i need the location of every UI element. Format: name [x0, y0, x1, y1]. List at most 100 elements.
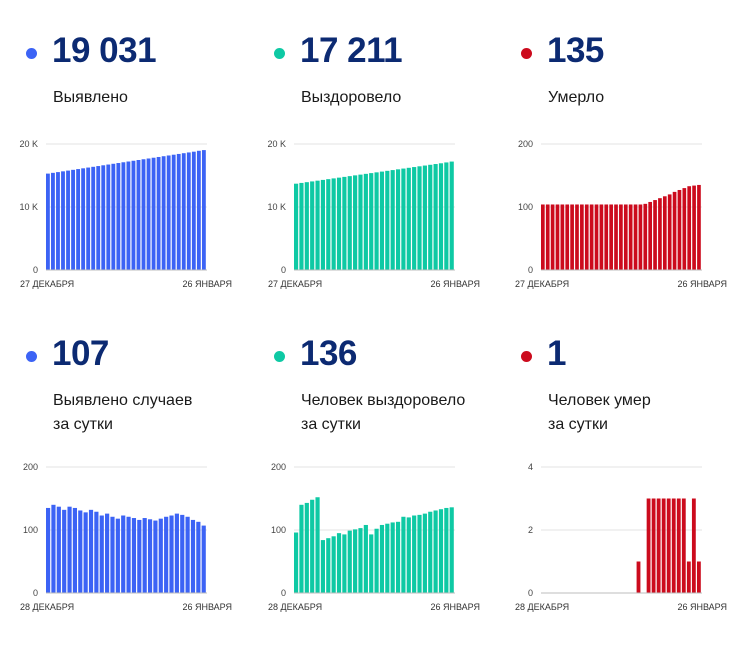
bar [147, 519, 153, 593]
x-start-label: 28 ДЕКАБРЯ [20, 602, 74, 612]
bar [66, 170, 70, 270]
bar [444, 507, 449, 593]
bar [46, 507, 51, 593]
x-end-label: 26 ЯНВАРЯ [182, 602, 232, 612]
bar [682, 188, 687, 270]
chart-svg: 0 100 200 28 ДЕКАБРЯ 26 ЯНВАРЯ [20, 462, 232, 612]
x-start-label: 27 ДЕКАБРЯ [268, 279, 322, 289]
bar [656, 498, 661, 593]
bar [51, 504, 56, 593]
bar [126, 516, 131, 593]
x-end-label: 26 ЯНВАРЯ [182, 279, 232, 289]
bar [438, 509, 444, 593]
bar [91, 166, 96, 270]
bar [141, 159, 146, 270]
bar [86, 167, 91, 270]
bar [633, 204, 638, 270]
bar [153, 520, 158, 593]
bar [131, 160, 136, 270]
bar [374, 528, 379, 593]
bar [681, 498, 686, 593]
bar [78, 510, 83, 593]
bar [347, 176, 352, 270]
bar [648, 201, 653, 270]
bar [369, 173, 374, 270]
bar [158, 518, 163, 593]
bar [614, 204, 618, 270]
died-total-caption: Умерло [548, 89, 605, 106]
bar [636, 561, 641, 593]
card-died-daily: 1 Человек умер за сутки 0 2 4 28 ДЕКАБРЯ 26 … [495, 334, 735, 647]
bar [81, 168, 86, 270]
bar [661, 498, 666, 593]
bar [67, 506, 72, 593]
card-recovered-total: 17 211 Выздоровело 0 10 K 20 K 27 ДЕКАБРЯ 26… [248, 31, 488, 344]
stat-row: 1 [495, 334, 735, 377]
y-tick-label: 10 K [267, 202, 286, 212]
bar [151, 157, 156, 270]
card-recovered-daily: 136 Человек выздоровело за сутки 0 100 200… [248, 334, 488, 647]
bar [88, 509, 94, 593]
detected-daily-caption: Выявлено случаев за сутки [53, 389, 243, 437]
bar [433, 510, 438, 593]
bar [417, 166, 422, 270]
recovered-daily-chart: 0 100 200 28 ДЕКАБРЯ 26 ЯНВАРЯ [248, 461, 488, 621]
bar [676, 498, 681, 593]
bar [304, 502, 309, 593]
caption-line: Человек выздоровело [301, 392, 466, 409]
bar [623, 204, 628, 270]
bar [658, 198, 662, 270]
bar [331, 536, 336, 593]
bar [406, 167, 411, 270]
bar [83, 512, 88, 593]
bar [560, 204, 565, 270]
bar [651, 498, 656, 593]
bar [201, 525, 206, 593]
stat-row: 136 [248, 334, 488, 377]
bar [196, 150, 201, 270]
y-tick-label: 0 [33, 588, 38, 598]
bar [672, 191, 677, 270]
recovered-total-value: 17 211 [300, 31, 403, 70]
bar [374, 172, 379, 270]
bar [146, 158, 151, 270]
died-daily-value: 1 [547, 334, 566, 373]
dot-icon [274, 48, 285, 59]
bar [137, 519, 142, 593]
bar [550, 204, 555, 270]
x-start-label: 27 ДЕКАБРЯ [515, 279, 569, 289]
bar [331, 178, 336, 270]
detected-total-value: 19 031 [52, 31, 157, 70]
bar [110, 516, 115, 593]
bar [101, 165, 106, 270]
bar [379, 171, 385, 270]
bar [353, 529, 358, 593]
bar [336, 177, 342, 270]
bar [555, 204, 560, 270]
bar [449, 507, 454, 593]
chart-svg: 0 10 K 20 K 27 ДЕКАБРЯ 26 ЯНВАРЯ [267, 139, 480, 289]
bar [176, 153, 181, 270]
bar [156, 156, 161, 270]
bar [692, 185, 696, 270]
bar [697, 184, 701, 270]
y-tick-label: 100 [23, 525, 38, 535]
y-tick-label: 100 [271, 525, 286, 535]
bar [180, 514, 185, 593]
bar [691, 498, 696, 593]
dot-icon [521, 48, 532, 59]
bar [422, 513, 427, 593]
bar [594, 204, 599, 270]
bar [541, 204, 545, 270]
bar [395, 169, 401, 270]
bar [161, 156, 166, 270]
bar [390, 522, 395, 593]
bar [444, 162, 449, 270]
bar [126, 161, 131, 270]
bar [174, 513, 179, 593]
bar [580, 204, 584, 270]
died-total-value: 135 [547, 31, 604, 70]
bar [406, 517, 411, 593]
bar [61, 171, 65, 270]
bar [76, 169, 81, 270]
